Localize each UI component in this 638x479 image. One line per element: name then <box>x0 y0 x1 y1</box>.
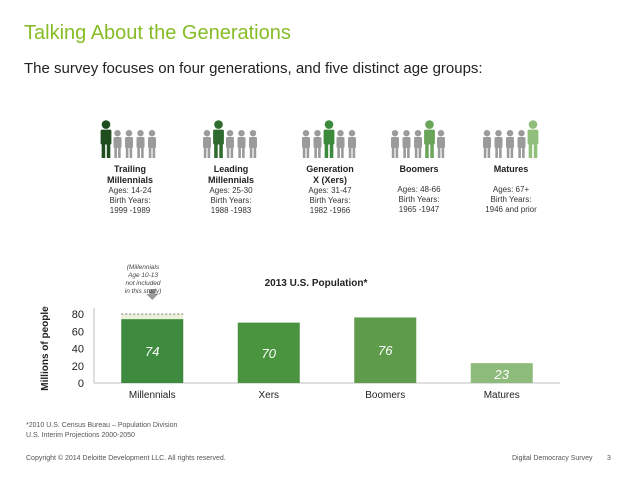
bar-value-label: 74 <box>145 344 159 359</box>
y-axis-label: Millions of people <box>40 306 51 391</box>
person-icon <box>391 130 399 158</box>
birth-years: 1965 -1947 <box>398 205 440 214</box>
birth-years: 1946 and prior <box>485 205 537 214</box>
y-tick-label: 60 <box>72 326 84 338</box>
person-icon <box>203 130 211 158</box>
person-highlighted-icon <box>527 120 539 158</box>
person-highlighted-icon <box>323 120 335 158</box>
generation-ages: Ages: 31-47 <box>308 186 352 195</box>
source-line-2: U.S. Interim Projections 2000-2050 <box>26 432 135 439</box>
birth-years-label: Birth Years: <box>398 195 440 204</box>
person-icon <box>302 130 310 158</box>
person-icon <box>313 130 322 158</box>
person-icon <box>494 130 503 158</box>
person-highlighted-icon <box>213 120 224 158</box>
bar-millennials <box>121 319 184 383</box>
birth-years: 1982 -1966 <box>309 206 351 215</box>
person-icon <box>517 130 526 158</box>
x-category-label: Xers <box>258 390 279 401</box>
footer-survey-name: Digital Democracy Survey <box>512 455 593 462</box>
y-tick-label: 0 <box>78 378 84 390</box>
generation-boomers: Boomers Ages: 48-66 Birth Years: 1965 -1… <box>371 118 467 215</box>
source-line-1: *2010 U.S. Census Bureau – Population Di… <box>26 422 178 429</box>
person-icon <box>237 130 246 158</box>
generation-ages: Ages: 67+ <box>492 185 530 194</box>
person-icon <box>483 130 491 158</box>
people-group-icon <box>203 120 257 158</box>
generation-ages: Ages: 14-24 <box>108 186 152 195</box>
x-category-label: Boomers <box>365 390 405 401</box>
person-icon <box>113 130 122 158</box>
person-icon <box>402 130 411 158</box>
generation-name: Leading Millennials <box>207 164 254 185</box>
footer-page-number: 3 <box>607 455 611 462</box>
birth-years-label: Birth Years: <box>309 196 351 205</box>
generation-name: Trailing Millennials <box>106 164 153 185</box>
people-group-icon <box>302 120 356 158</box>
person-highlighted-icon <box>424 120 435 158</box>
generation-ages: Ages: 25-30 <box>209 186 253 195</box>
person-icon <box>506 130 514 158</box>
bar-boomers <box>354 317 417 383</box>
x-category-label: Millennials <box>129 390 176 401</box>
birth-years: 1999 -1989 <box>109 206 151 215</box>
footer-copyright: Copyright © 2014 Deloitte Development LL… <box>26 455 226 462</box>
slide-subtitle: The survey focuses on four generations, … <box>24 60 483 77</box>
people-group-icon <box>391 120 445 158</box>
generation-name: Boomers <box>399 164 439 174</box>
birth-years-label: Birth Years: <box>490 195 532 204</box>
person-highlighted-icon <box>100 120 112 158</box>
people-group-icon <box>100 120 156 158</box>
people-group-icon <box>483 120 539 158</box>
bar-matures <box>470 363 533 383</box>
generation-name: Generation X (Xers) <box>306 164 354 185</box>
person-icon <box>336 130 345 158</box>
y-tick-label: 40 <box>72 344 84 356</box>
bar-xers <box>237 322 300 383</box>
y-tick-label: 80 <box>72 309 84 321</box>
generation-leading-millennials: Leading Millennials Ages: 25-30 Birth Yea… <box>183 118 279 216</box>
excluded-age-bar-extension <box>121 314 184 320</box>
bar-value-label: 76 <box>378 343 393 358</box>
generation-x: Generation X (Xers) Ages: 31-47 Birth Yea… <box>282 118 378 216</box>
bar-value-label: 23 <box>494 367 510 382</box>
down-arrow-icon <box>146 289 159 300</box>
slide-title: Talking About the Generations <box>24 22 291 44</box>
millennials-note: (Millennials Age 10-13 not included in t… <box>124 264 162 295</box>
birth-years: 1988 -1983 <box>210 206 252 215</box>
person-icon <box>414 130 422 158</box>
person-icon <box>136 130 145 158</box>
chart-title: 2013 U.S. Population* <box>265 278 368 289</box>
person-icon <box>348 130 356 158</box>
y-tick-label: 20 <box>72 361 84 373</box>
birth-years-label: Birth Years: <box>109 196 151 205</box>
generation-name: Matures <box>493 164 529 174</box>
generation-trailing-millennials: Trailing Millennials Ages: 14-24 Birth Ye… <box>82 118 178 216</box>
person-icon <box>125 130 133 158</box>
person-icon <box>249 130 257 158</box>
person-icon <box>148 130 156 158</box>
birth-years-label: Birth Years: <box>210 196 252 205</box>
generation-matures: Matures Ages: 67+ Birth Years: 1946 and … <box>463 118 559 215</box>
person-icon <box>226 130 234 158</box>
bar-value-label: 70 <box>262 346 277 361</box>
generation-ages: Ages: 48-66 <box>397 185 441 194</box>
x-category-label: Matures <box>484 390 520 401</box>
person-icon <box>437 130 445 158</box>
